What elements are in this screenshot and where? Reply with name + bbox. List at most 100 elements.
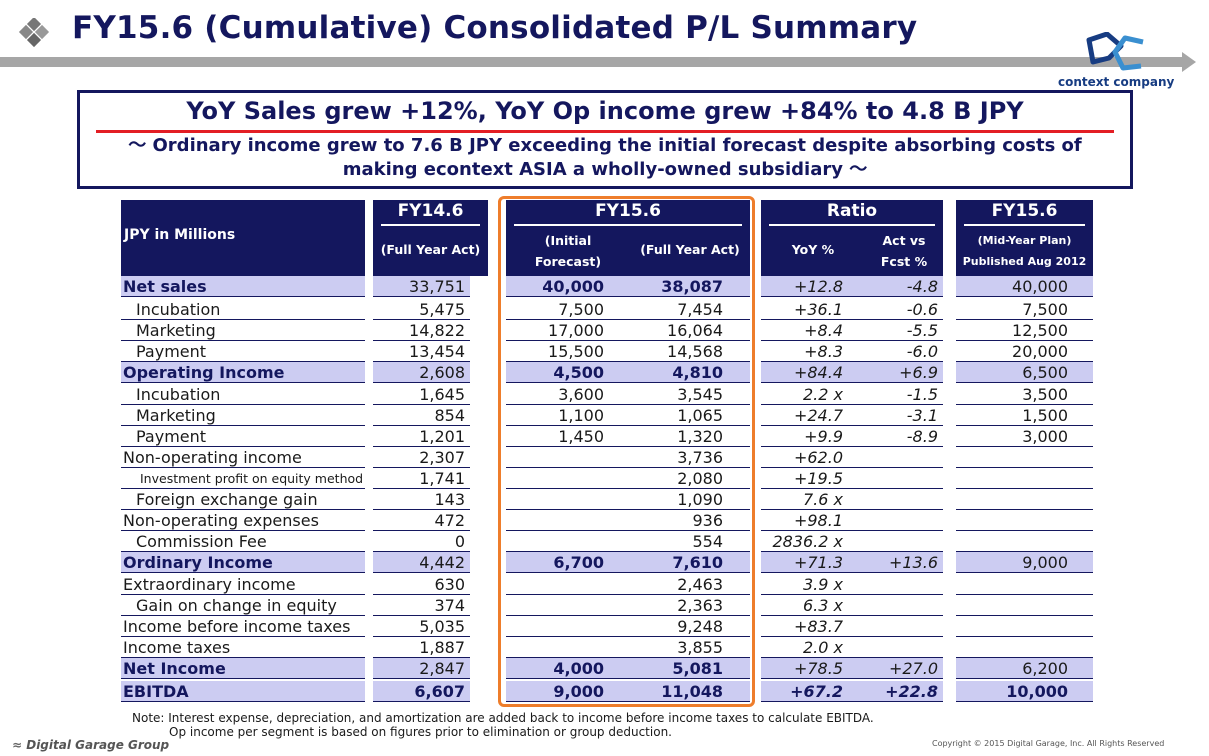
row-divider [956, 657, 1093, 658]
table-row: Non-operating expenses 472 936 +98.1 [121, 510, 1094, 531]
row-divider [121, 404, 365, 405]
row-divider [956, 572, 1093, 573]
fy146-value: 1,201 [419, 427, 465, 446]
plan-value [956, 489, 1068, 510]
row-divider [373, 678, 470, 679]
table-row: Operating Income 2,608 4,500 4,810 +84.4 +6.9… [121, 362, 1094, 383]
row-divider [121, 572, 365, 573]
row-divider [761, 319, 943, 320]
actual-value: 3,855 [677, 638, 723, 657]
actual-value: 2,363 [677, 596, 723, 615]
act-vs-forecast-value [851, 489, 938, 510]
row-label: Net sales [123, 277, 207, 296]
row-divider [121, 319, 365, 320]
plan-value: 3,000 [1022, 427, 1068, 446]
plan-value: 40,000 [1012, 277, 1068, 296]
row-label: Net Income [123, 659, 226, 678]
row-divider [373, 340, 470, 341]
fy146-value: 472 [434, 511, 465, 530]
row-divider [506, 509, 750, 510]
plan-value: 6,500 [1022, 363, 1068, 382]
row-band [761, 276, 943, 297]
row-divider [761, 551, 943, 552]
row-band [373, 552, 470, 573]
row-divider [761, 361, 943, 362]
actual-value: 7,610 [672, 553, 723, 572]
act-vs-forecast-value: -0.6 [906, 300, 938, 319]
yoy-value: +9.9 [804, 427, 843, 446]
row-label: Income before income taxes [123, 617, 351, 636]
row-divider [956, 530, 1093, 531]
row-divider [956, 404, 1093, 405]
actual-value: 38,087 [661, 277, 723, 296]
table-row: EBITDA 6,607 9,000 11,048 +67.2 +22.8 10,000 [121, 681, 1094, 702]
fy146-subtitle: (Full Year Act) [380, 242, 481, 257]
row-divider [506, 701, 750, 702]
row-divider [506, 425, 750, 426]
actual-value: 5,081 [672, 659, 723, 678]
footnote-line2: Op income per segment is based on figure… [169, 725, 672, 739]
row-divider [761, 530, 943, 531]
fy146-value: 854 [434, 406, 465, 425]
footnote-line1: Note: Interest expense, depreciation, an… [132, 711, 874, 725]
yoy-value: +98.1 [793, 511, 843, 530]
highlight-subtext-line2: making econtext ASIA a wholly-owned subs… [342, 159, 868, 180]
actual-value: 1,090 [677, 490, 723, 509]
row-band [956, 658, 1093, 679]
yoy-value: 2836.2 x [772, 532, 843, 551]
row-divider [761, 594, 943, 595]
table-row: Ordinary Income 4,442 6,700 7,610 +71.3 +13.6… [121, 552, 1094, 573]
forecast-value: 7,500 [558, 300, 604, 319]
row-label: Commission Fee [136, 532, 267, 551]
row-divider [121, 340, 365, 341]
row-band [506, 362, 750, 383]
row-divider [121, 446, 365, 447]
row-divider [956, 594, 1093, 595]
row-divider [506, 551, 750, 552]
highlight-subtext: ～ Ordinary income grew to 7.6 B JPY exce… [80, 134, 1130, 182]
row-divider [373, 615, 470, 616]
row-divider [761, 657, 943, 658]
act-vs-forecast-value: -3.1 [906, 406, 938, 425]
act-vs-forecast-value [851, 447, 938, 468]
row-band [373, 681, 470, 702]
act-vs-forecast-value [851, 574, 938, 595]
row-divider [761, 467, 943, 468]
forecast-value: 40,000 [542, 277, 604, 296]
actual-value: 4,810 [672, 363, 723, 382]
row-band [761, 681, 943, 702]
row-band [506, 681, 750, 702]
plan-value [956, 531, 1068, 552]
row-divider [956, 701, 1093, 702]
footer-copyright: Copyright © 2015 Digital Garage, Inc. Al… [932, 739, 1165, 748]
row-divider [956, 551, 1093, 552]
row-band [121, 681, 365, 702]
forecast-value: 9,000 [553, 682, 604, 701]
row-divider [506, 615, 750, 616]
yoy-value: 2.2 x [803, 385, 843, 404]
row-divider [506, 530, 750, 531]
row-divider [121, 530, 365, 531]
row-divider [506, 382, 750, 383]
plan-value: 3,500 [1022, 385, 1068, 404]
fy146-header: FY14.6 (Full Year Act) [373, 200, 488, 276]
row-label: Income taxes [123, 638, 231, 657]
actual-value: 9,248 [677, 617, 723, 636]
row-label: Marketing [136, 406, 216, 425]
actual-value: 2,463 [677, 575, 723, 594]
forecast-value: 4,500 [553, 363, 604, 382]
row-divider [506, 296, 750, 297]
yoy-value: +67.2 [790, 682, 843, 701]
act-vs-forecast-value [851, 531, 938, 552]
row-band [121, 362, 365, 383]
highlight-box: YoY Sales grew +12%, YoY Op income grew … [77, 90, 1133, 189]
act-vs-forecast-value: -6.0 [906, 342, 938, 361]
yoy-value: +8.3 [804, 342, 843, 361]
actual-value: 16,064 [667, 321, 723, 340]
act-vs-forecast-value [851, 616, 938, 637]
act-vs-forecast-value: +13.6 [888, 553, 938, 572]
row-band [373, 362, 470, 383]
row-divider [373, 404, 470, 405]
forecast-value: 4,000 [553, 659, 604, 678]
table-row: Marketing 14,822 17,000 16,064 +8.4 -5.5 12,50… [121, 320, 1094, 341]
